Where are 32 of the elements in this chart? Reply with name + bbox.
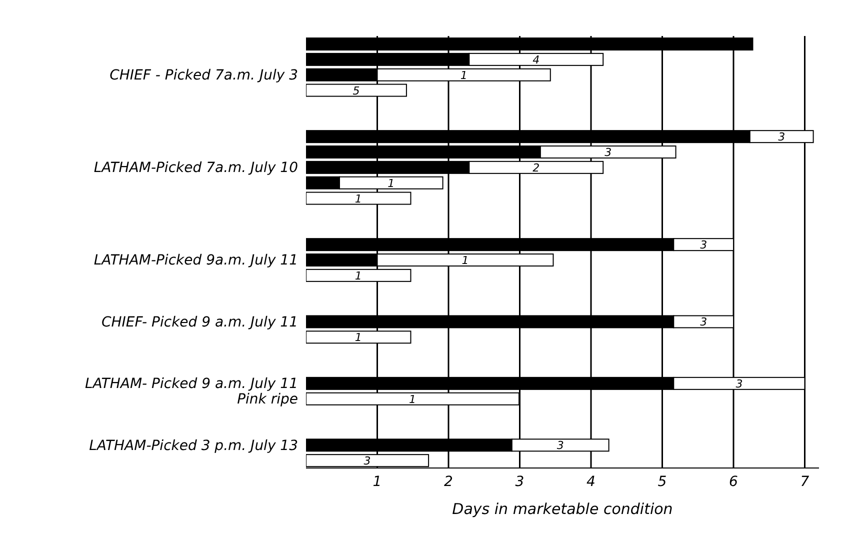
annotation: 3 bbox=[364, 454, 371, 468]
annotation: 1 bbox=[354, 192, 362, 206]
annotation: 1 bbox=[354, 269, 362, 282]
annotation: 2 bbox=[532, 161, 540, 174]
x-tick-label: 3 bbox=[515, 474, 524, 490]
annotation: 3 bbox=[700, 316, 708, 329]
annotation: 4 bbox=[532, 53, 540, 66]
y-tick-label: LATHAM-Picked 9a.m. July 11 bbox=[94, 252, 298, 269]
y-tick-label: CHIEF - Picked 7a.m. July 3 bbox=[110, 68, 298, 84]
annotation: 3 bbox=[700, 238, 708, 252]
annotation: 1 bbox=[460, 68, 468, 82]
annotation: 1 bbox=[388, 176, 395, 190]
x-axis-title: Days in marketable condition bbox=[452, 500, 673, 518]
annotation: 1 bbox=[354, 331, 362, 344]
y-tick-label: CHIEF- Picked 9 a.m. July 11 bbox=[101, 314, 298, 330]
annotation: 3 bbox=[604, 146, 612, 159]
x-tick-label: 5 bbox=[658, 474, 667, 490]
x-tick-label: 2 bbox=[444, 474, 454, 490]
annotation: 1 bbox=[462, 254, 469, 267]
annotation: 5 bbox=[352, 84, 360, 98]
x-tick-label: 1 bbox=[372, 474, 382, 490]
annotation: 3 bbox=[778, 130, 786, 144]
x-tick-label: 4 bbox=[586, 474, 596, 490]
annotation: 1 bbox=[409, 392, 416, 406]
annotation: 3 bbox=[556, 439, 564, 452]
y-tick-label: LATHAM- Picked 9 a.m. July 11 bbox=[84, 376, 298, 392]
y-tick-label: LATHAM-Picked 7a.m. July 10 bbox=[94, 160, 298, 176]
y-tick-label: Pink ripe bbox=[237, 392, 298, 408]
x-tick-label: 7 bbox=[800, 474, 810, 490]
annotation: 3 bbox=[736, 377, 743, 390]
y-tick-label: LATHAM-Picked 3 p.m. July 13 bbox=[89, 438, 298, 454]
x-tick-label: 6 bbox=[729, 474, 738, 490]
